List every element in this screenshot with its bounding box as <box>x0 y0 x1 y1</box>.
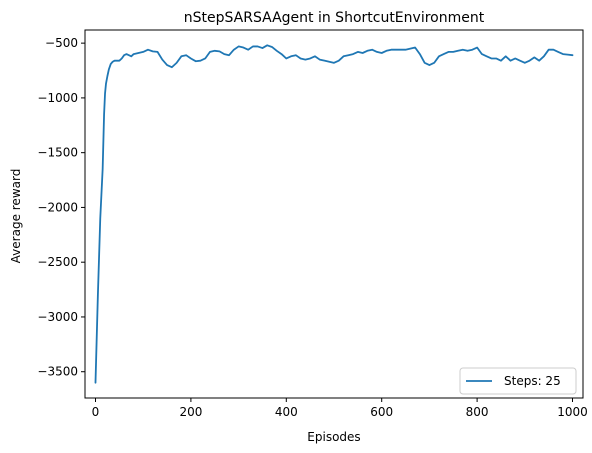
y-axis: −3500 −3000 −2500 −2000 −1500 −1000 −500 <box>37 36 85 379</box>
legend-box <box>459 367 577 395</box>
plot-frame <box>84 29 584 399</box>
x-tick-label: 600 <box>370 405 393 419</box>
y-tick-label: −2000 <box>37 200 78 214</box>
y-tick-label: −3000 <box>37 310 78 324</box>
x-axis-label: Episodes <box>307 430 360 444</box>
plot-background <box>85 30 583 398</box>
x-tick-label: 200 <box>179 405 202 419</box>
y-tick-label: −1500 <box>37 146 78 160</box>
legend: Steps: 25 <box>459 367 577 395</box>
y-tick-label: −3500 <box>37 365 78 379</box>
x-tick-label: 800 <box>466 405 489 419</box>
x-tick-label: 0 <box>92 405 100 419</box>
legend-label: Steps: 25 <box>504 374 561 388</box>
chart-title: nStepSARSAAgent in ShortcutEnvironment <box>184 10 485 26</box>
y-tick-label: −1000 <box>37 91 78 105</box>
y-axis-label: Average reward <box>9 169 23 264</box>
x-axis: 0 200 400 600 800 1000 <box>92 398 588 419</box>
x-tick-label: 400 <box>275 405 298 419</box>
y-tick-label: −500 <box>45 36 78 50</box>
series-line-0 <box>94 44 574 384</box>
y-tick-label: −2500 <box>37 255 78 269</box>
plot-area <box>84 29 584 399</box>
x-tick-label: 1000 <box>557 405 588 419</box>
